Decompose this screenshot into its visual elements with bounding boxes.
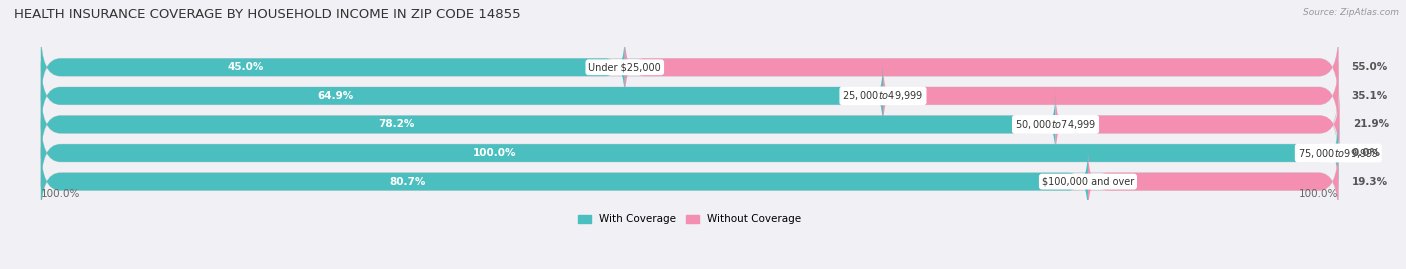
FancyBboxPatch shape	[41, 119, 1339, 187]
FancyBboxPatch shape	[41, 148, 1088, 216]
Text: 21.9%: 21.9%	[1353, 119, 1389, 129]
FancyBboxPatch shape	[41, 62, 883, 130]
Text: $50,000 to $74,999: $50,000 to $74,999	[1015, 118, 1097, 131]
Text: $100,000 and over: $100,000 and over	[1042, 177, 1135, 187]
FancyBboxPatch shape	[41, 62, 1339, 130]
Text: 78.2%: 78.2%	[378, 119, 415, 129]
Text: 64.9%: 64.9%	[318, 91, 354, 101]
FancyBboxPatch shape	[41, 119, 1339, 187]
Text: 0.0%: 0.0%	[1351, 148, 1381, 158]
Text: 80.7%: 80.7%	[389, 177, 426, 187]
Text: 100.0%: 100.0%	[1299, 189, 1339, 199]
Text: Source: ZipAtlas.com: Source: ZipAtlas.com	[1303, 8, 1399, 17]
FancyBboxPatch shape	[41, 148, 1339, 216]
FancyBboxPatch shape	[41, 90, 1339, 158]
Text: $25,000 to $49,999: $25,000 to $49,999	[842, 89, 924, 102]
Text: 100.0%: 100.0%	[474, 148, 517, 158]
Text: 55.0%: 55.0%	[1351, 62, 1388, 72]
Text: 19.3%: 19.3%	[1351, 177, 1388, 187]
FancyBboxPatch shape	[883, 62, 1339, 130]
FancyBboxPatch shape	[1088, 148, 1339, 216]
Legend: With Coverage, Without Coverage: With Coverage, Without Coverage	[574, 210, 806, 229]
Text: Under $25,000: Under $25,000	[588, 62, 661, 72]
Text: 100.0%: 100.0%	[41, 189, 80, 199]
Text: $75,000 to $99,999: $75,000 to $99,999	[1298, 147, 1379, 160]
Text: 45.0%: 45.0%	[228, 62, 263, 72]
FancyBboxPatch shape	[624, 33, 1339, 101]
FancyBboxPatch shape	[41, 33, 1339, 101]
Text: HEALTH INSURANCE COVERAGE BY HOUSEHOLD INCOME IN ZIP CODE 14855: HEALTH INSURANCE COVERAGE BY HOUSEHOLD I…	[14, 8, 520, 21]
Text: 35.1%: 35.1%	[1351, 91, 1388, 101]
FancyBboxPatch shape	[1056, 90, 1340, 158]
FancyBboxPatch shape	[41, 33, 624, 101]
FancyBboxPatch shape	[41, 90, 1056, 158]
